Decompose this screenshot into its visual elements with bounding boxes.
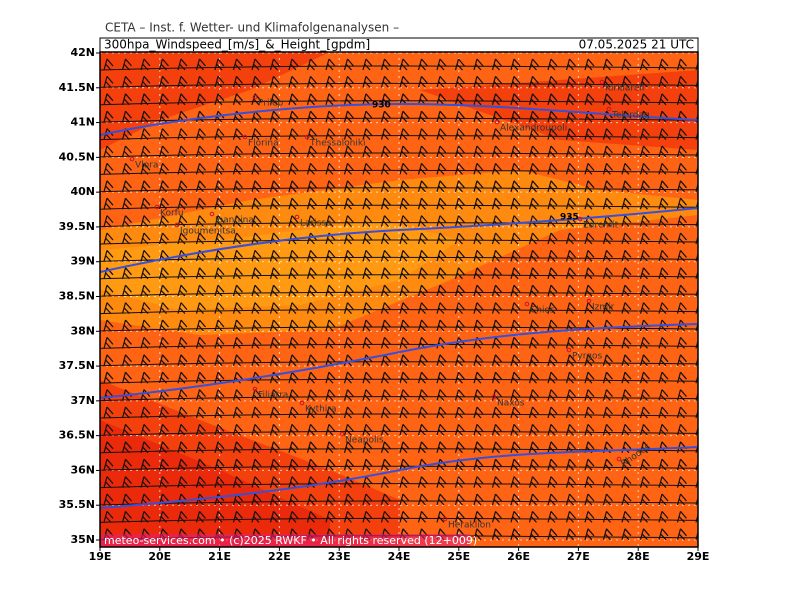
map-field: Prilep Florina Thessaloniki Vlora Korfu Ioann… — [100, 52, 698, 547]
city-marker — [209, 211, 215, 217]
city-label: Chios — [530, 306, 555, 316]
height-contour — [100, 446, 698, 509]
city-label: Vlora — [135, 161, 158, 171]
lat-tick-label: 41N — [70, 116, 95, 129]
city-label: Naxos — [497, 399, 525, 409]
header-title: CETA – Inst. f. Wetter- und Klimafolgena… — [105, 21, 399, 35]
city-label: Edremit — [583, 221, 619, 231]
city-marker — [129, 156, 135, 162]
lon-tick-label: 23E — [328, 550, 351, 563]
city-label: Igoumenitsa — [180, 227, 236, 237]
contour-label: 930 — [372, 101, 391, 111]
lat-tick-label: 36N — [70, 463, 95, 476]
city-label: Korfu — [160, 209, 184, 219]
product-label: 300hpa_Windspeed_[m/s]_&_Height_[gpdm] — [104, 38, 370, 52]
city-label: Kythira — [305, 405, 337, 415]
lon-tick-label: 29E — [687, 550, 710, 563]
lat-tick-label: 39N — [70, 255, 95, 268]
lon-tick-label: 19E — [89, 550, 112, 563]
lon-tick-label: 27E — [567, 550, 590, 563]
lat-tick-label: 37.5N — [59, 359, 95, 372]
city-marker — [304, 134, 310, 140]
height-contour — [100, 102, 698, 136]
lat-tick-label: 35.5N — [59, 498, 95, 511]
lat-tick-label: 38.5N — [59, 290, 95, 303]
lon-tick-label: 24E — [388, 550, 411, 563]
valid-time: 07.05.2025 21 UTC — [579, 38, 694, 52]
lon-tick-label: 28E — [627, 550, 650, 563]
city-label: Pyrgos — [572, 352, 603, 362]
city-label: Prilep — [258, 99, 284, 109]
lat-tick-label: 37N — [70, 394, 95, 407]
lat-tick-label: 40N — [70, 185, 95, 198]
city-label: Izmir — [592, 303, 615, 313]
city-label: Florina — [248, 139, 279, 149]
field-lighter — [100, 220, 460, 310]
city-label: Kirklareli — [605, 84, 644, 94]
city-marker — [606, 106, 612, 112]
lat-tick-label: 36.5N — [59, 429, 95, 442]
city-marker — [299, 400, 305, 406]
city-label: Filiatra — [258, 391, 288, 401]
city-marker — [442, 516, 448, 522]
city-marker — [616, 456, 622, 462]
city-marker — [174, 222, 180, 228]
city-label: Ioannina — [215, 216, 254, 226]
city-marker — [252, 386, 258, 392]
lon-tick-label: 26E — [507, 550, 530, 563]
footer: meteo-services.com • (c)2025 RWKF • All … — [104, 534, 477, 547]
city-marker — [252, 94, 258, 100]
city-label: Neapolis — [345, 436, 384, 446]
lat-tick-label: 42N — [70, 46, 95, 59]
city-label: Tekirdag — [611, 111, 650, 121]
height-contour — [100, 323, 698, 399]
lat-tick-label: 41.5N — [59, 81, 95, 94]
city-label: Larissa — [300, 219, 332, 229]
lon-tick-label: 21E — [208, 550, 231, 563]
city-label: Heraklion — [448, 521, 491, 531]
city-marker — [154, 204, 160, 210]
lon-tick-label: 25E — [447, 550, 470, 563]
city-marker — [339, 431, 345, 437]
lon-tick-label: 22E — [268, 550, 291, 563]
lat-tick-label: 40.5N — [59, 150, 95, 163]
city-marker — [491, 394, 497, 400]
barb-lines — [100, 65, 698, 541]
city-marker — [586, 298, 592, 304]
city-marker — [577, 216, 583, 222]
city-marker — [599, 79, 605, 85]
city-marker — [524, 301, 530, 307]
city-label: Thessaloniki — [309, 139, 366, 149]
lat-tick-label: 39.5N — [59, 220, 95, 233]
city-label: Alexandroupoli — [500, 124, 567, 134]
city-marker — [294, 214, 300, 220]
lat-tick-label: 35N — [70, 533, 95, 546]
lon-tick-label: 20E — [148, 550, 171, 563]
contour-label: 935 — [560, 213, 579, 223]
field-dark — [100, 52, 330, 150]
footer-band — [100, 534, 470, 547]
city-marker — [242, 134, 248, 140]
city-marker — [566, 347, 572, 353]
lat-tick-label: 38N — [70, 324, 95, 337]
city-marker — [494, 119, 500, 125]
height-contour — [100, 207, 698, 273]
